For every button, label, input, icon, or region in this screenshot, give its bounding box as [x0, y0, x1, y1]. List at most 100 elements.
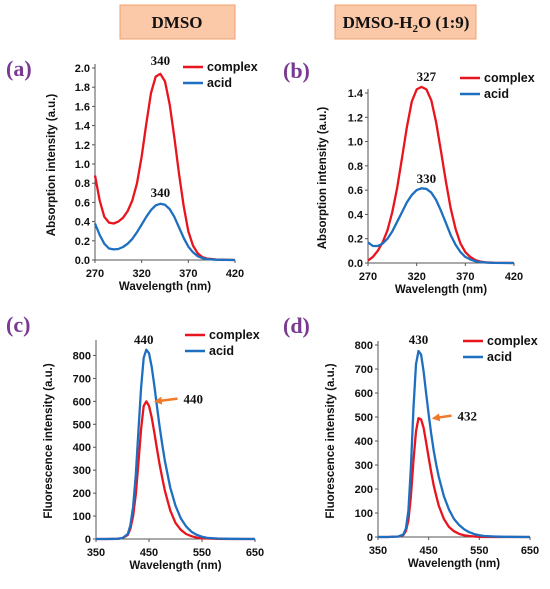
y-tick-label: 0.6 — [75, 197, 90, 209]
x-tick-label: 450 — [140, 547, 158, 559]
x-tick-label: 350 — [369, 545, 387, 557]
chart-panel-0: (a) 0.0 0.2 0.4 0.6 0.8 1.0 1.2 1.4 1.6 1.8 2.0 270 3… — [6, 53, 258, 293]
y-tick-label: 700 — [355, 364, 373, 376]
y-tick-label: 0.2 — [75, 236, 90, 248]
peak-arrow — [431, 413, 452, 422]
legend-label-acid: acid — [484, 87, 509, 101]
series-line-acid — [367, 187, 514, 265]
y-tick-label: 300 — [355, 460, 373, 472]
peak-label: 430 — [409, 332, 429, 347]
peak-label: 432 — [458, 409, 478, 424]
header-dmso: DMSO — [119, 4, 236, 40]
peak-label: 330 — [417, 171, 437, 186]
y-tick-label: 600 — [355, 388, 373, 400]
y-tick-label: 800 — [355, 340, 373, 352]
series-line-acid — [378, 349, 531, 539]
y-tick-label: 0.8 — [348, 161, 363, 173]
chart-panel-3: (d) 0 100 200 300 400 500 600 700 800 350 450 550 650… — [283, 313, 539, 570]
chart-panel-2: (c) 0 100 200 300 400 500 600 700 800 350 450 550 650… — [6, 312, 264, 572]
x-tick-label: 350 — [87, 547, 105, 559]
legend-label-acid: acid — [209, 344, 234, 358]
legend-label-acid: acid — [487, 350, 512, 364]
y-tick-label: 800 — [73, 350, 91, 362]
panel-letter: (a) — [6, 56, 32, 81]
x-tick-label: 270 — [359, 271, 377, 283]
header-dmso-water-main: DMSO-H — [343, 13, 413, 32]
y-tick-label: 0.8 — [75, 178, 90, 190]
y-tick-label: 700 — [73, 373, 91, 385]
y-tick-label: 600 — [73, 396, 91, 408]
panel-letter: (c) — [6, 312, 30, 337]
series-line-acid — [93, 202, 236, 262]
header-dmso-box — [119, 4, 236, 40]
x-tick-label: 320 — [132, 268, 150, 280]
y-tick-label: 0.6 — [348, 185, 363, 197]
y-tick-label: 0 — [367, 532, 373, 544]
chart-panels: (a) 0.0 0.2 0.4 0.6 0.8 1.0 1.2 1.4 1.6 1.8 2.0 270 3… — [6, 53, 539, 572]
series-line-acid — [96, 348, 256, 541]
y-axis-label: Absorption intensity (a.u.) — [317, 107, 329, 250]
x-tick-label: 550 — [470, 545, 488, 557]
legend-label-complex: complex — [209, 328, 260, 342]
x-axis-label: Wavelength (nm) — [119, 281, 211, 293]
y-tick-label: 1.8 — [75, 82, 90, 94]
chart-panel-1: (b) 0.0 0.2 0.4 0.6 0.8 1.0 1.2 1.4 270 320 370 420 W… — [283, 58, 535, 296]
y-tick-label: 1.2 — [75, 140, 90, 152]
y-tick-label: 100 — [355, 508, 373, 520]
y-tick-label: 0 — [85, 534, 91, 546]
x-tick-label: 370 — [456, 271, 474, 283]
y-tick-label: 1.4 — [348, 88, 364, 100]
y-tick-label: 400 — [73, 442, 91, 454]
y-tick-label: 200 — [73, 488, 91, 500]
legend-label-complex: complex — [207, 60, 258, 74]
header-dmso-text: DMSO — [152, 13, 203, 32]
x-tick-label: 420 — [505, 271, 523, 283]
y-tick-label: 0.2 — [348, 234, 363, 246]
y-tick-label: 0.0 — [348, 258, 363, 270]
x-axis-label: Wavelength (nm) — [408, 558, 500, 570]
y-tick-label: 200 — [355, 484, 373, 496]
legend-label-complex: complex — [484, 71, 535, 85]
peak-label: 340 — [151, 185, 171, 200]
header-dmso-water: DMSO-H2O (1:9) — [334, 4, 477, 40]
y-tick-label: 2.0 — [75, 63, 90, 75]
x-tick-label: 650 — [246, 547, 264, 559]
y-tick-label: 1.2 — [348, 112, 363, 124]
y-tick-label: 300 — [73, 465, 91, 477]
legend-label-complex: complex — [487, 334, 538, 348]
peak-label: 440 — [134, 332, 154, 347]
y-tick-label: 1.0 — [348, 137, 363, 149]
x-tick-label: 320 — [407, 271, 425, 283]
peak-label: 340 — [151, 53, 171, 68]
y-tick-label: 500 — [355, 412, 373, 424]
x-tick-label: 270 — [86, 268, 104, 280]
y-tick-label: 400 — [355, 436, 373, 448]
x-axis-label: Wavelength (nm) — [395, 284, 487, 296]
legend-label-acid: acid — [207, 76, 232, 90]
header-dmso-water-box — [334, 4, 477, 40]
y-tick-label: 1.6 — [75, 101, 90, 113]
panel-letter: (d) — [283, 313, 310, 338]
y-tick-label: 0.4 — [348, 209, 364, 221]
y-axis-label: Fluorescence intensity (a.u.) — [325, 363, 337, 518]
series-line-complex — [378, 417, 530, 539]
x-tick-label: 420 — [226, 268, 244, 280]
peak-label: 327 — [417, 69, 437, 84]
y-tick-label: 500 — [73, 419, 91, 431]
y-tick-label: 100 — [73, 511, 91, 523]
series-line-complex — [96, 400, 255, 541]
header-dmso-water-sub: 2 — [412, 23, 418, 35]
x-tick-label: 450 — [419, 545, 437, 557]
y-tick-label: 0.4 — [75, 217, 91, 229]
y-axis-label: Fluorescence intensity (a.u.) — [43, 363, 55, 518]
header-dmso-water-text: DMSO-H2O (1:9) — [343, 13, 470, 35]
x-tick-label: 550 — [193, 547, 211, 559]
y-tick-label: 0.0 — [75, 255, 90, 267]
x-tick-label: 370 — [179, 268, 197, 280]
peak-arrow — [153, 396, 178, 405]
peak-label: 440 — [183, 392, 203, 407]
y-axis-label: Absorption intensity (a.u.) — [46, 94, 58, 237]
panel-letter: (b) — [283, 58, 310, 83]
series-line-complex — [93, 72, 236, 262]
